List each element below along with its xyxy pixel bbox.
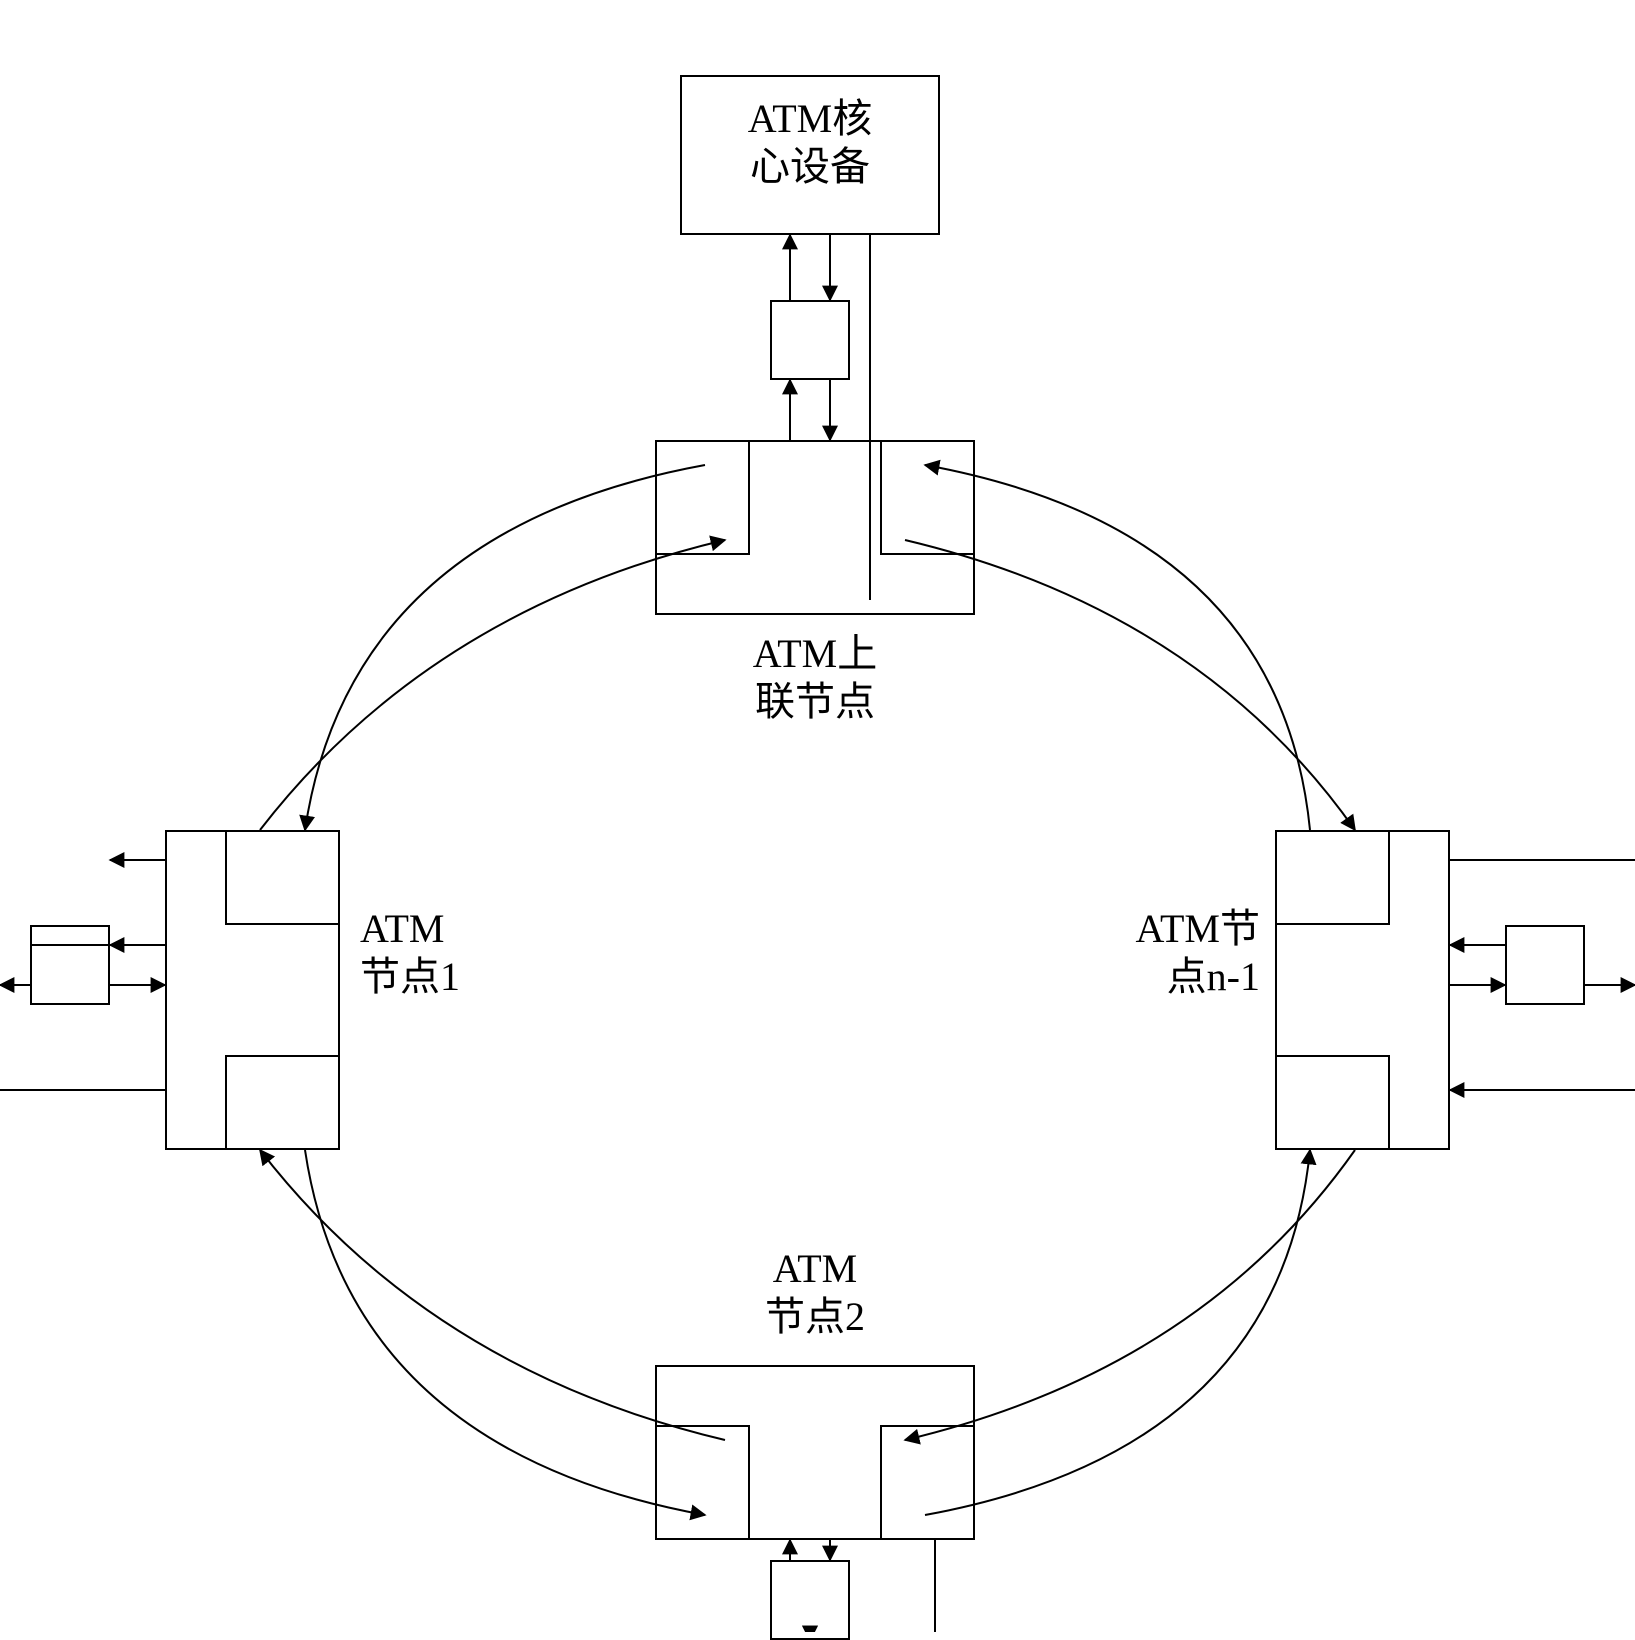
node1-inner-bottom [225, 1055, 340, 1150]
uplink-label: ATM上 联节点 [655, 630, 975, 726]
node1-label: ATM 节点1 [360, 905, 560, 1001]
diagram-canvas: ATM核 心设备 ATM上 联节点 ATM 节点1 ATM节 点n-1 ATM … [0, 0, 1635, 1632]
uplink-inner-left [655, 440, 750, 555]
node1-small-box [30, 925, 110, 1005]
node2-inner-left [655, 1425, 750, 1540]
noden1-small-box [1505, 925, 1585, 1005]
node2-label: ATM 节点2 [655, 1245, 975, 1341]
noden1-inner-bottom [1275, 1055, 1390, 1150]
node2-inner-right [880, 1425, 975, 1540]
uplink-inner-right [880, 440, 975, 555]
noden1-label: ATM节 点n-1 [1060, 905, 1260, 1001]
core-label: ATM核 心设备 [680, 95, 940, 191]
noden1-inner-top [1275, 830, 1390, 925]
node2-small-box [770, 1560, 850, 1640]
core-small-box [770, 300, 850, 380]
node1-inner-top [225, 830, 340, 925]
